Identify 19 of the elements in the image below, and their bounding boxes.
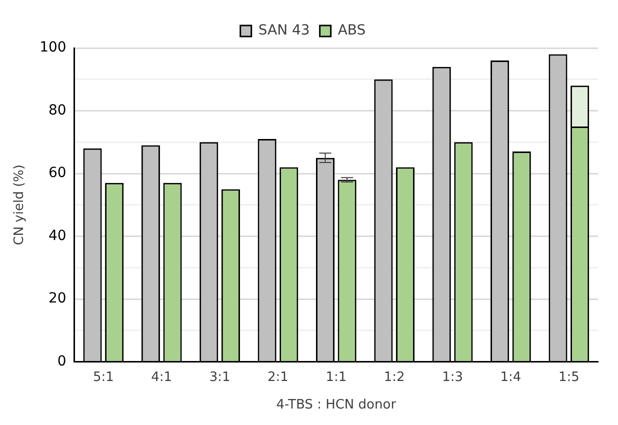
x-tick-label: 1:3	[442, 370, 463, 385]
x-tick-label: 5:1	[92, 370, 114, 385]
x-tick-label: 1:2	[384, 370, 405, 385]
y-tick-label: 40	[48, 228, 66, 244]
x-tick-label: 1:5	[558, 370, 580, 385]
legend-label: SAN 43	[258, 22, 310, 39]
x-tick-label: 3:1	[209, 370, 230, 385]
y-tick-label: 0	[57, 353, 66, 370]
y-tick-label: 20	[48, 290, 66, 307]
y-tick-label: 100	[40, 40, 66, 56]
x-axis-title: 4-TBS : HCN donor	[276, 398, 397, 413]
x-tick-label: 4:1	[151, 370, 172, 385]
legend-label: ABS	[338, 22, 366, 39]
y-tick-label: 60	[48, 165, 66, 182]
y-axis-title: CN yield (%)	[12, 164, 28, 246]
x-tick-label: 1:1	[326, 370, 347, 385]
x-tick-label: 2:1	[268, 370, 288, 385]
x-tick-label: 1:4	[500, 370, 522, 385]
y-tick-label: 80	[48, 102, 66, 118]
